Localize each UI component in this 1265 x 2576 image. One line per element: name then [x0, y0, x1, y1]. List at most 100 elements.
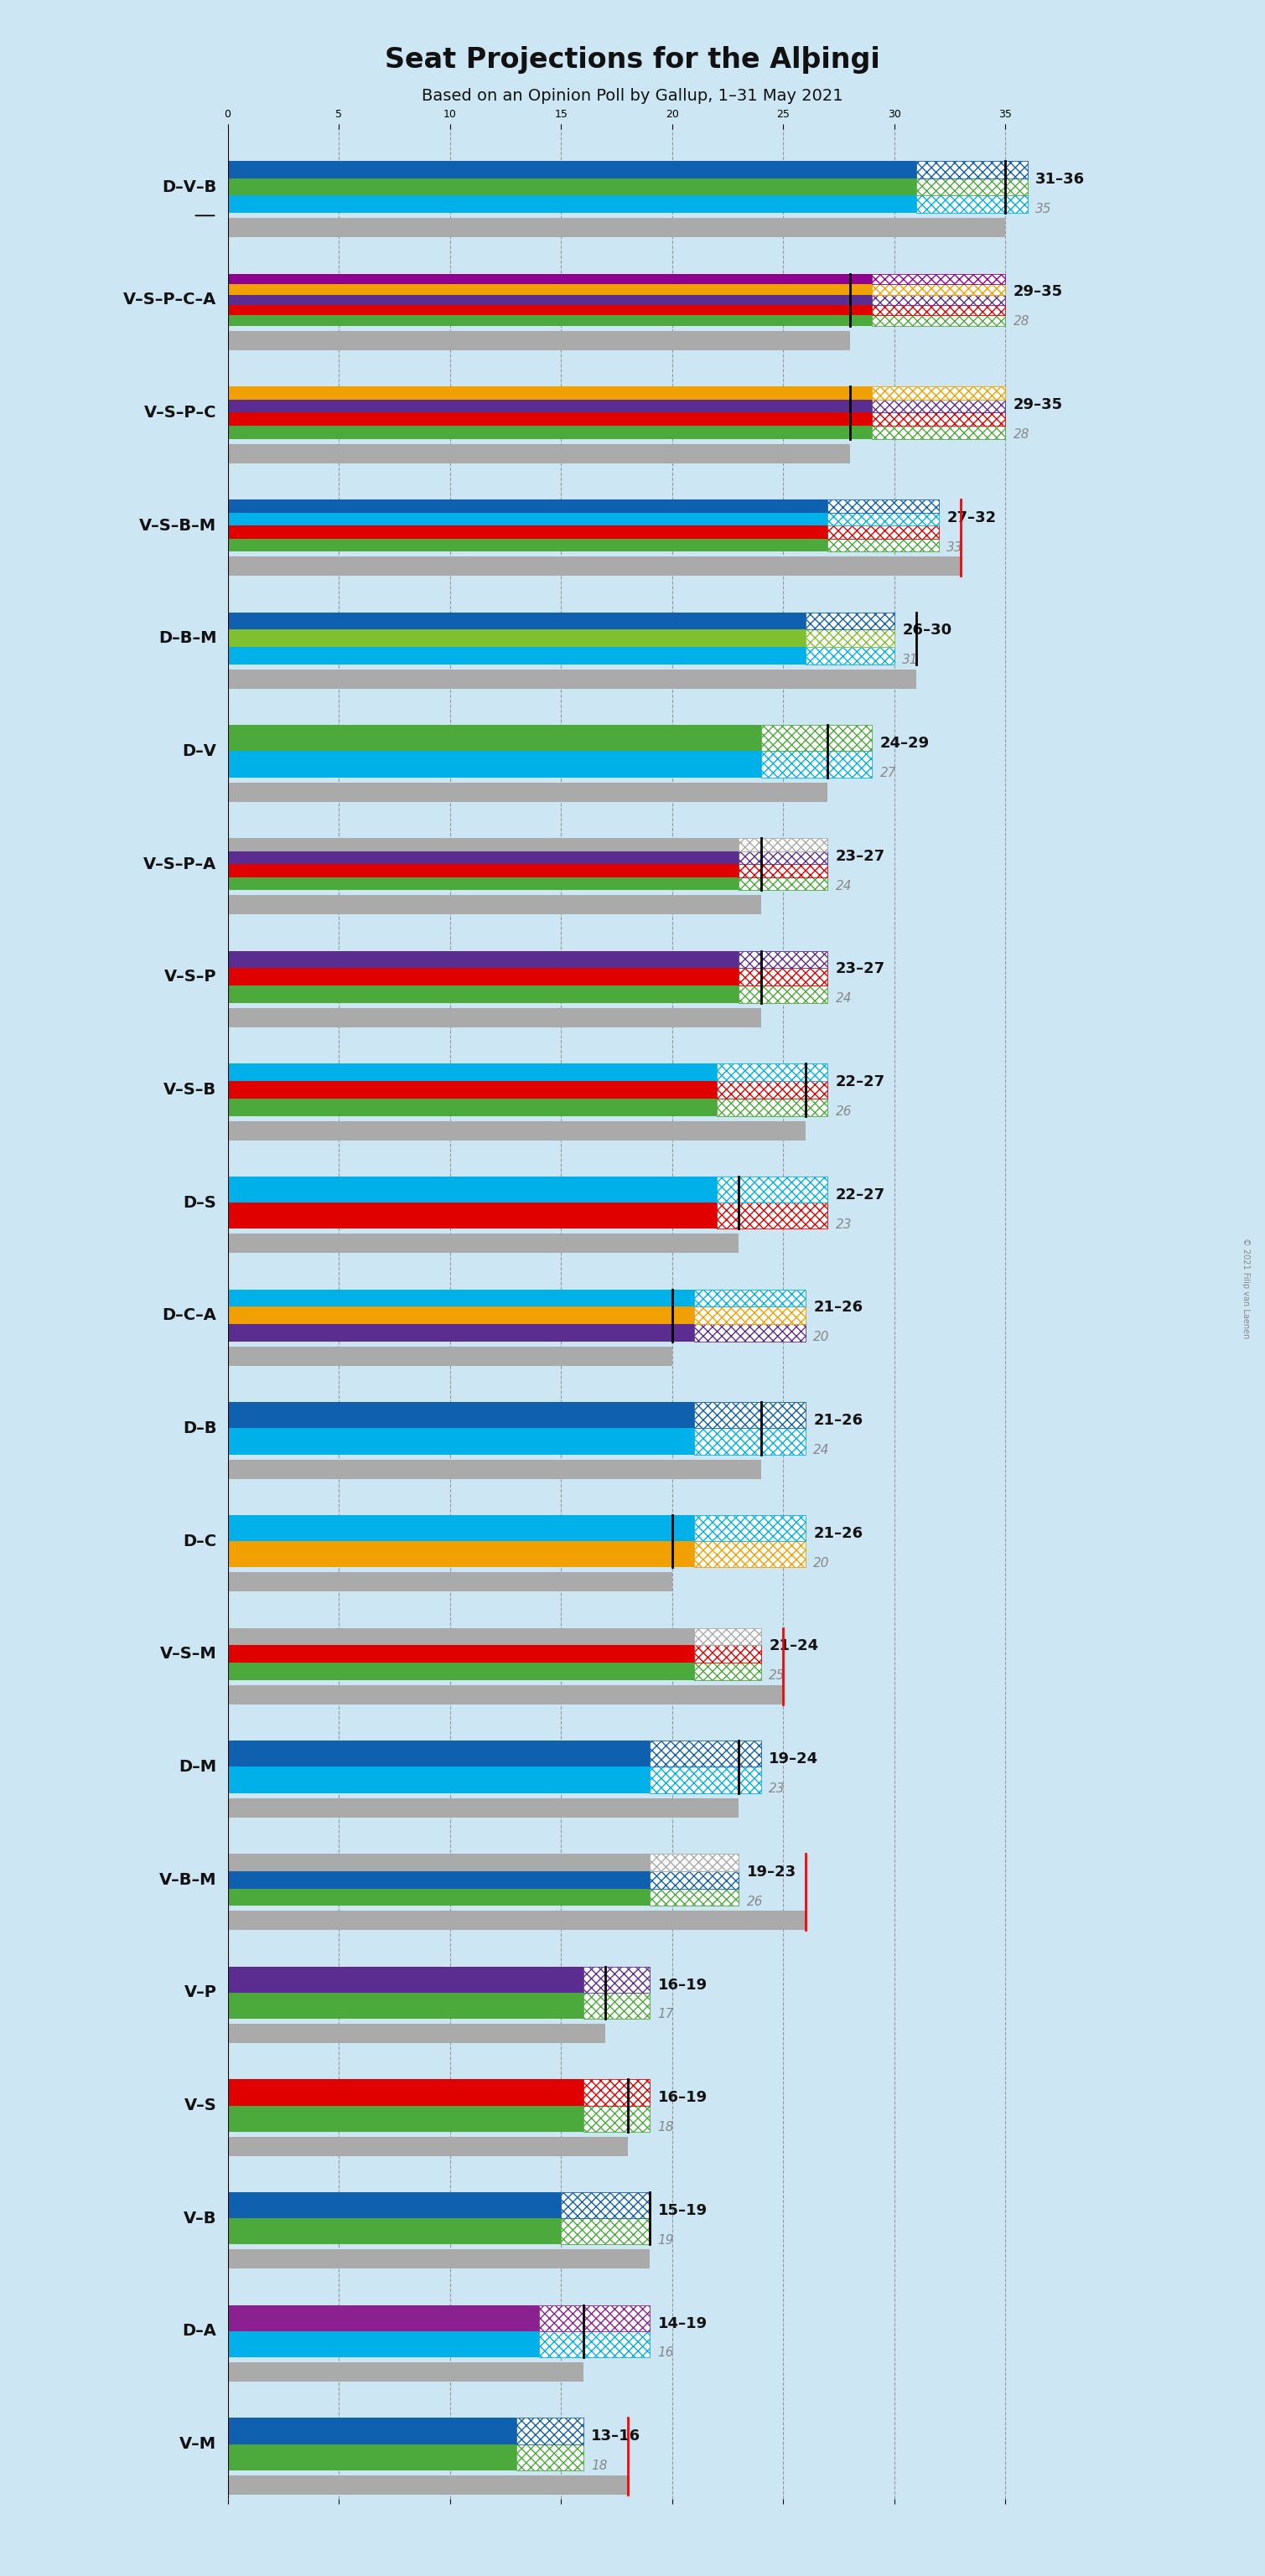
Bar	[716, 1203, 827, 1229]
Bar	[539, 2306, 650, 2331]
Text: D–B: D–B	[182, 1419, 216, 1437]
Bar	[694, 1540, 806, 1566]
Bar	[228, 1646, 694, 1662]
Bar	[228, 1888, 650, 1906]
Bar	[872, 304, 1006, 314]
Bar	[583, 2105, 650, 2130]
Text: V–S–B–M: V–S–B–M	[139, 518, 216, 533]
Bar	[739, 837, 827, 850]
Bar	[872, 273, 1006, 283]
Text: 24: 24	[835, 878, 851, 891]
Text: 18: 18	[658, 2120, 674, 2133]
Text: V–S–P: V–S–P	[164, 969, 216, 984]
Text: 19–24: 19–24	[769, 1752, 818, 1767]
Bar	[228, 670, 917, 688]
Text: V–S–P–C–A: V–S–P–C–A	[123, 291, 216, 307]
Bar	[650, 1888, 739, 1906]
Bar	[694, 1427, 806, 1455]
Bar	[827, 526, 939, 538]
Bar	[562, 2192, 650, 2218]
Text: 17: 17	[658, 2009, 674, 2020]
Bar	[228, 1234, 739, 1252]
Text: V–S–P–C: V–S–P–C	[144, 404, 216, 420]
Text: 16: 16	[658, 2347, 674, 2360]
Text: 21–26: 21–26	[813, 1414, 863, 1427]
Text: D–C–A: D–C–A	[162, 1309, 216, 1324]
Bar	[228, 2306, 539, 2331]
Bar	[806, 613, 894, 629]
Bar	[583, 2079, 650, 2105]
Bar	[716, 1064, 827, 1082]
Text: 27–32: 27–32	[946, 510, 996, 526]
Text: D–A: D–A	[182, 2324, 216, 2339]
Text: 29–35: 29–35	[1013, 283, 1063, 299]
Bar	[716, 1177, 827, 1203]
Bar	[228, 332, 850, 350]
Bar	[516, 2445, 583, 2470]
Bar	[228, 513, 827, 526]
Bar	[228, 1097, 716, 1115]
Bar	[228, 399, 872, 412]
Bar	[228, 1628, 694, 1646]
Bar	[228, 726, 762, 752]
Bar	[228, 160, 917, 178]
Bar	[228, 1347, 672, 1365]
Text: 14–19: 14–19	[658, 2316, 707, 2331]
Bar	[228, 283, 872, 294]
Bar	[694, 1628, 762, 1646]
Bar	[917, 178, 1027, 196]
Bar	[228, 304, 872, 314]
Text: V–S–B: V–S–B	[163, 1082, 216, 1097]
Bar	[739, 969, 827, 987]
Bar	[762, 726, 872, 752]
Text: 25: 25	[769, 1669, 786, 1682]
Text: Based on an Opinion Poll by Gallup, 1–31 May 2021: Based on an Opinion Poll by Gallup, 1–31…	[421, 88, 844, 103]
Bar	[562, 2218, 650, 2244]
Bar	[739, 951, 827, 969]
Bar	[228, 1767, 650, 1793]
Bar	[228, 876, 739, 891]
Bar	[228, 1306, 694, 1324]
Bar	[650, 1870, 739, 1888]
Bar	[228, 1911, 806, 1929]
Bar	[228, 1515, 694, 1540]
Bar	[694, 1306, 806, 1324]
Bar	[716, 1097, 827, 1115]
Bar	[716, 1082, 827, 1097]
Bar	[694, 1515, 806, 1540]
Bar	[228, 273, 872, 283]
Text: 15–19: 15–19	[658, 2202, 707, 2218]
Bar	[827, 500, 939, 513]
Bar	[228, 850, 739, 863]
Bar	[228, 629, 806, 647]
Text: V–S–P–A: V–S–P–A	[143, 855, 216, 873]
Bar	[228, 613, 806, 629]
Text: 13–16: 13–16	[591, 2429, 640, 2445]
Text: 20: 20	[813, 1556, 830, 1569]
Bar	[228, 1324, 694, 1342]
Bar	[872, 399, 1006, 412]
Bar	[228, 2249, 650, 2269]
Bar	[228, 556, 961, 577]
Bar	[228, 863, 739, 876]
Text: D–B–M: D–B–M	[158, 631, 216, 647]
Text: 28: 28	[1013, 428, 1030, 440]
Text: 18: 18	[591, 2460, 607, 2473]
Bar	[917, 160, 1027, 178]
Bar	[516, 2419, 583, 2445]
Bar	[694, 1646, 762, 1662]
Bar	[739, 863, 827, 876]
Text: V–P: V–P	[183, 1984, 216, 2002]
Bar	[228, 2192, 562, 2218]
Bar	[228, 1064, 716, 1082]
Bar	[872, 294, 1006, 304]
Bar	[228, 752, 762, 778]
Text: 23–27: 23–27	[835, 848, 886, 863]
Bar	[228, 1741, 650, 1767]
Bar	[806, 647, 894, 665]
Bar	[228, 1427, 694, 1455]
Bar	[228, 1994, 583, 2020]
Bar	[228, 178, 917, 196]
Bar	[228, 1007, 762, 1028]
Bar	[228, 1461, 762, 1479]
